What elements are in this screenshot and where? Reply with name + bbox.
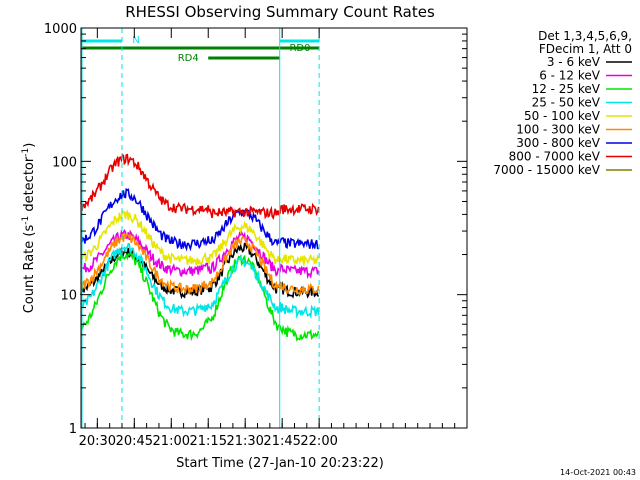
legend-header-line-2: FDecim 1, Att 0 bbox=[539, 42, 632, 56]
series-line-1 bbox=[80, 228, 320, 280]
x-tick-label-0: 20:30 bbox=[79, 434, 116, 449]
x-tick-label-2: 21:00 bbox=[153, 434, 190, 449]
timestamp: 14-Oct-2021 00:43 bbox=[560, 468, 636, 477]
series-line-7 bbox=[80, 152, 320, 220]
y-tick-label-0: 1 bbox=[69, 422, 77, 437]
flags-layer: N RD0 RD4 bbox=[81, 28, 320, 428]
flag-label-n: N bbox=[132, 35, 139, 46]
chart-title: RHESSI Observing Summary Count Rates bbox=[125, 3, 435, 21]
legend-label-2: 12 - 25 keV bbox=[532, 82, 601, 96]
x-tick-label-4: 21:30 bbox=[226, 434, 263, 449]
y-axis-label-part-3: ) bbox=[22, 143, 37, 148]
legend-label-6: 300 - 800 keV bbox=[516, 136, 600, 150]
x-tick-label-6: 22:00 bbox=[300, 434, 337, 449]
series-line-6 bbox=[80, 187, 320, 252]
series-line-4 bbox=[80, 209, 320, 266]
y-tick-label-3: 1000 bbox=[44, 22, 77, 37]
y-axis-label-sup-1: -1 bbox=[21, 216, 31, 225]
axes-layer: 20:30 20:45 21:00 21:15 21:30 21:45 22:00 1 10 10… bbox=[44, 22, 467, 449]
legend-label-7: 800 - 7000 keV bbox=[509, 150, 601, 164]
y-axis-label-sup-2: -1 bbox=[21, 148, 31, 157]
x-axis-label: Start Time (27-Jan-10 20:23:22) bbox=[176, 456, 384, 471]
legend-label-4: 50 - 100 keV bbox=[524, 109, 601, 123]
flag-label-rd4: RD4 bbox=[178, 53, 199, 64]
flag-label-rd0: RD0 bbox=[289, 43, 310, 54]
legend: Det 1,3,4,5,6,9, FDecim 1, Att 0 3 - 6 k… bbox=[493, 29, 632, 177]
legend-header-line-1: Det 1,3,4,5,6,9, bbox=[538, 29, 632, 43]
legend-label-3: 25 - 50 keV bbox=[532, 96, 601, 110]
legend-label-0: 3 - 6 keV bbox=[547, 55, 601, 69]
y-axis-label-part-1: Count Rate (s bbox=[22, 225, 37, 314]
x-tick-label-1: 20:45 bbox=[116, 434, 153, 449]
legend-label-5: 100 - 300 keV bbox=[516, 123, 600, 137]
series-line-3 bbox=[80, 242, 320, 320]
series-line-5 bbox=[80, 233, 320, 296]
y-tick-label-1: 10 bbox=[60, 289, 77, 304]
plot-frame bbox=[80, 27, 468, 429]
x-tick-label-5: 21:45 bbox=[263, 434, 300, 449]
legend-label-1: 6 - 12 keV bbox=[539, 69, 601, 83]
y-tick-label-2: 100 bbox=[52, 155, 77, 170]
y-axis-label-part-2: detector bbox=[22, 156, 37, 216]
series-line-2 bbox=[80, 252, 320, 342]
y-axis-label: Count Rate (s-1 detector-1) bbox=[21, 143, 37, 314]
legend-label-8: 7000 - 15000 keV bbox=[493, 163, 600, 177]
series-layer bbox=[80, 152, 320, 342]
x-tick-label-3: 21:15 bbox=[190, 434, 227, 449]
